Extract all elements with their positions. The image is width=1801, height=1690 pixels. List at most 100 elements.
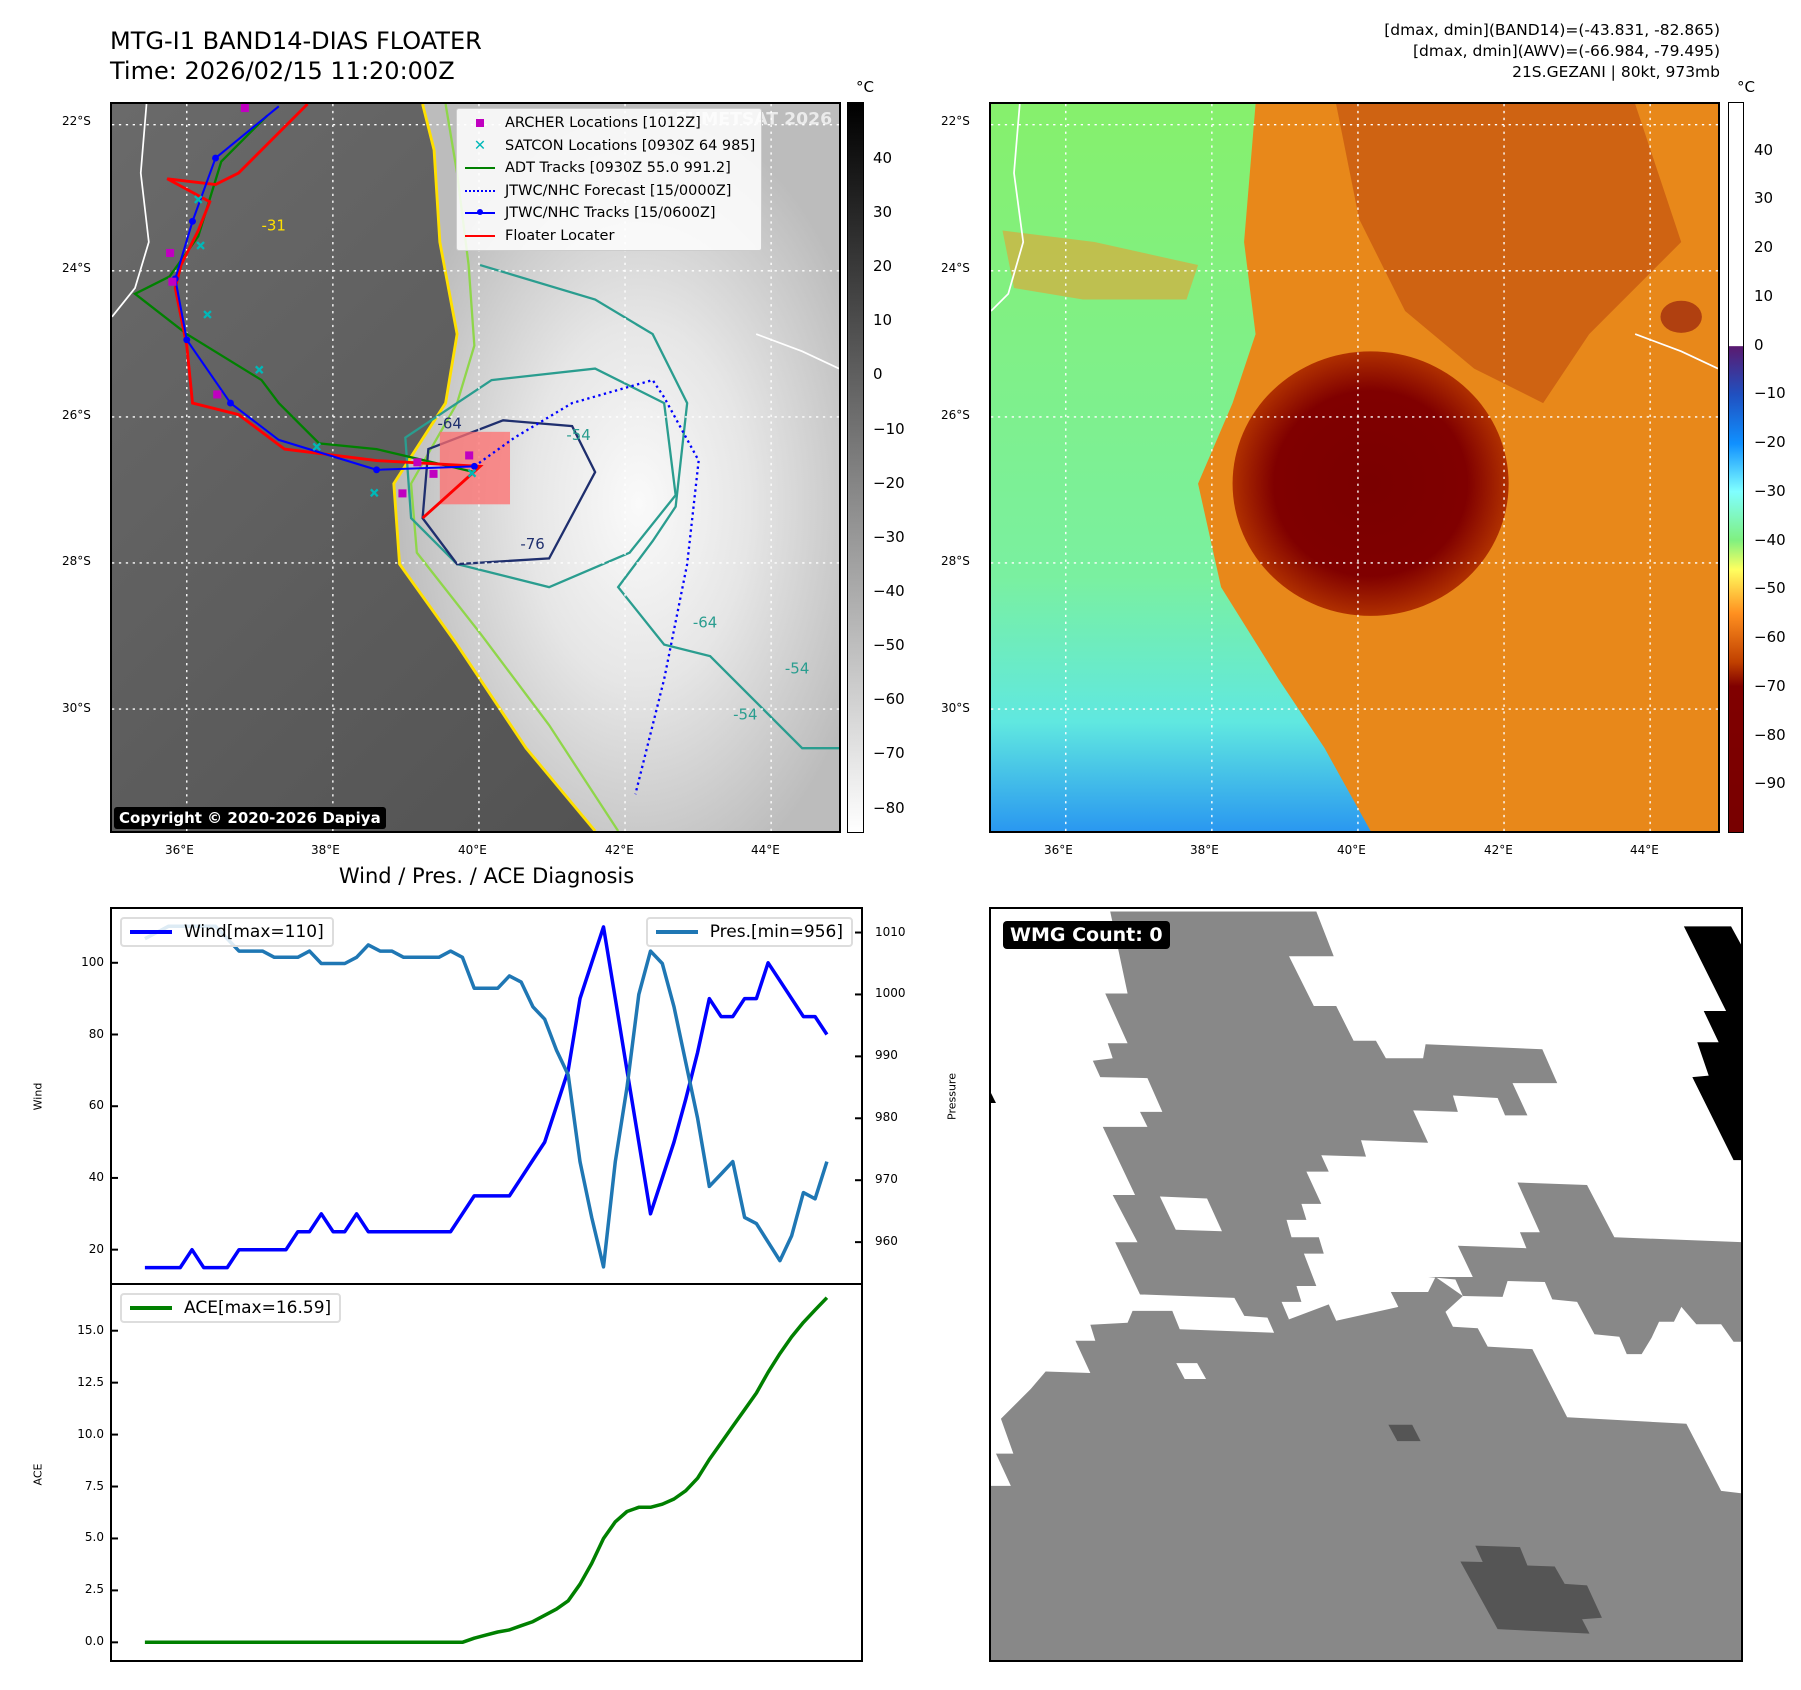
awv-colorbar (1728, 102, 1744, 833)
wmg-count-badge: WMG Count: 0 (1003, 921, 1170, 949)
x-marker-icon: ✕ (473, 137, 487, 154)
y-tick-label: 2.5 (84, 1582, 104, 1597)
figure-title: MTG-I1 BAND14-DIAS FLOATER Time: 2026/02… (110, 26, 482, 86)
storm-core (1232, 351, 1509, 616)
wmg-dark-region (1460, 1545, 1602, 1634)
legend-label: JTWC/NHC Tracks [15/0600Z] (505, 205, 716, 222)
lon-tick-label: 40°E (458, 843, 487, 857)
colorbar-tick-label: −50 (873, 636, 905, 655)
y-tick-label: 7.5 (84, 1478, 104, 1493)
colorbar-tick-label: −60 (873, 690, 905, 709)
ace-line-icon (130, 1306, 172, 1310)
band14-range: [dmax, dmin](BAND14)=(-43.831, -82.865) (1384, 21, 1720, 39)
ace-axis-label: ACE (31, 1463, 45, 1486)
colorbar-tick-label: −40 (873, 582, 905, 601)
pressure-axis-label: Pressure (945, 1073, 959, 1120)
lat-tick-label: 30°S (941, 701, 970, 715)
lat-tick-label: 28°S (941, 554, 970, 568)
contour-teal-inner (404, 367, 677, 589)
legend-item-jtwc-tracks: JTWC/NHC Tracks [15/0600Z] (463, 202, 755, 225)
legend-label: Floater Locater (505, 227, 615, 244)
wmg-panel[interactable]: WMG Count: 0 (989, 907, 1743, 1662)
legend-item-adt: ADT Tracks [0930Z 55.0 991.2] (463, 157, 755, 180)
legend-label: ARCHER Locations [1012Z] (505, 115, 701, 132)
series-line-1 (144, 924, 829, 1269)
satcon-points (194, 195, 477, 498)
ace-chart[interactable]: ACE[max=16.59] (110, 1283, 863, 1662)
coastline (991, 104, 1025, 312)
series-line-0 (144, 925, 829, 1270)
lat-tick-label: 26°S (62, 408, 91, 422)
awv-colorbar-unit: °C (1737, 78, 1755, 96)
legend-item-satcon: ✕ SATCON Locations [0930Z 64 985] (463, 135, 755, 158)
legend-label: Pres.[min=956] (709, 922, 843, 942)
awv-map (991, 104, 1718, 831)
y-tick-label: 980 (875, 1110, 898, 1125)
legend-label: SATCON Locations [0930Z 64 985] (505, 137, 756, 154)
awv-map-panel[interactable] (989, 102, 1720, 833)
title-time: Time: 2026/02/15 11:20:00Z (110, 57, 455, 85)
lon-tick-label: 42°E (1484, 843, 1513, 857)
wind-pressure-plot (112, 924, 861, 1270)
contour-label: -54 (566, 426, 590, 444)
lat-tick-label: 28°S (62, 554, 91, 568)
colorbar-tick-label: 40 (1754, 140, 1774, 159)
pressure-line-icon (655, 930, 698, 934)
wmg-region (991, 1277, 1741, 1660)
wind-pressure-chart[interactable]: Wind[max=110] Pres.[min=956] (110, 907, 863, 1285)
contour-navy (421, 419, 597, 566)
colorbar-tick-label: −40 (1754, 530, 1786, 549)
y-tick-label: 60 (88, 1098, 104, 1113)
cloud-shield (393, 104, 839, 831)
colorbar-tick-label: 20 (1754, 238, 1774, 257)
storm-info: [dmax, dmin](BAND14)=(-43.831, -82.865) … (1384, 20, 1720, 83)
legend-label: Wind[max=110] (184, 922, 324, 942)
legend-label: ADT Tracks [0930Z 55.0 991.2] (505, 160, 731, 177)
square-marker-icon (476, 119, 484, 128)
contour-label: -76 (520, 535, 544, 553)
colorbar-tick-label: 0 (1754, 335, 1764, 354)
ir-colorbar-unit: °C (856, 78, 874, 96)
colorbar-tick-label: −70 (1754, 676, 1786, 695)
lon-tick-label: 38°E (311, 843, 340, 857)
y-tick-label: 990 (875, 1048, 898, 1063)
pressure-legend: Pres.[min=956] (645, 917, 853, 947)
y-tick-label: 100 (81, 954, 104, 969)
colorbar-tick-label: −90 (1754, 774, 1786, 793)
lat-tick-label: 30°S (62, 701, 91, 715)
colorbar-tick-label: −10 (873, 419, 905, 438)
wind-axis-label: Wind (31, 1082, 45, 1111)
lon-tick-label: 40°E (1337, 843, 1366, 857)
lat-tick-label: 22°S (941, 114, 970, 128)
dry-band (1002, 230, 1199, 300)
copyright-badge: Copyright © 2020-2026 Dapiya (114, 807, 386, 829)
y-tick-label: 20 (88, 1241, 104, 1256)
lon-tick-label: 44°E (751, 843, 780, 857)
series-line-0 (144, 1296, 829, 1645)
legend-item-archer: ARCHER Locations [1012Z] (463, 112, 755, 135)
legend-label: ACE[max=16.59] (184, 1298, 332, 1318)
colorbar-tick-label: 40 (873, 148, 893, 167)
legend-item-floater: Floater Locater (463, 225, 755, 248)
y-tick-label: 40 (88, 1169, 104, 1184)
colorbar-tick-label: −50 (1754, 579, 1786, 598)
ir-map-panel[interactable]: -64 -54 -76 -31 -64 -54 -54 © EUMET (110, 102, 841, 833)
colorbar-tick-label: −30 (873, 527, 905, 546)
colorbar-tick-label: −70 (873, 744, 905, 763)
lon-tick-label: 38°E (1190, 843, 1219, 857)
y-tick-label: 10.0 (77, 1426, 104, 1441)
colorbar-tick-label: −10 (1754, 384, 1786, 403)
line-marker-icon (465, 234, 495, 237)
wmg-dark-region (1388, 1424, 1421, 1442)
wind-legend: Wind[max=110] (120, 917, 334, 947)
y-tick-label: 0.0 (84, 1634, 104, 1649)
colorbar-tick-label: −60 (1754, 628, 1786, 647)
contour-label: -64 (438, 414, 462, 432)
contour-labels: -64 -54 -76 -31 -64 -54 -54 (262, 217, 810, 724)
y-tick-label: 15.0 (77, 1322, 104, 1337)
wmg-map (991, 909, 1741, 1660)
y-tick-label: 5.0 (84, 1530, 104, 1545)
lat-tick-label: 24°S (941, 261, 970, 275)
awv-range: [dmax, dmin](AWV)=(-66.984, -79.495) (1413, 42, 1720, 60)
y-tick-label: 1010 (875, 924, 906, 939)
